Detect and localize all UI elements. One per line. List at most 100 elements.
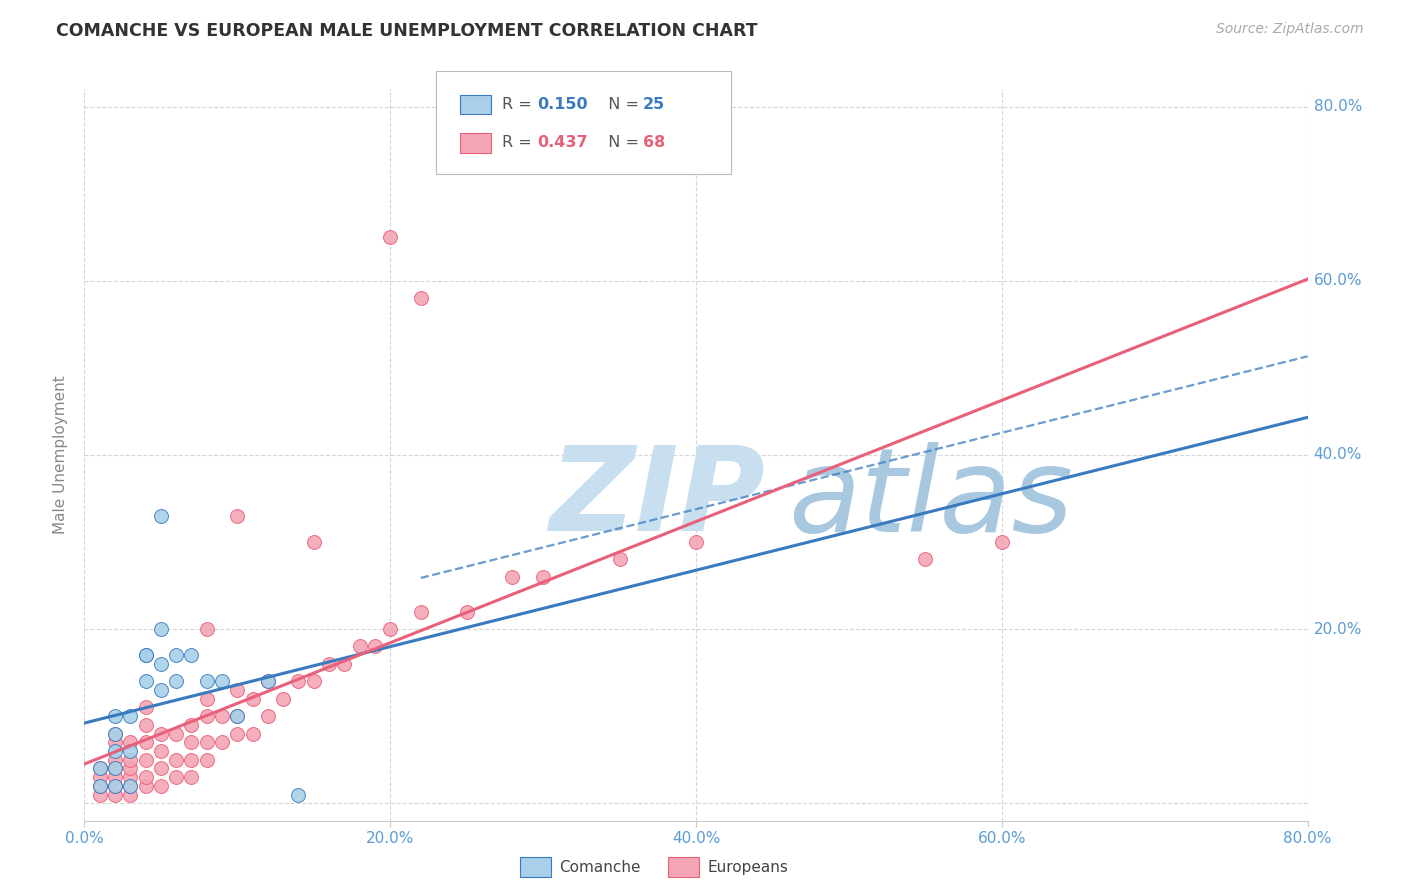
Point <box>104 744 127 758</box>
Point <box>409 605 432 619</box>
Point <box>104 726 127 740</box>
Point <box>89 761 111 775</box>
Point <box>242 691 264 706</box>
Text: 25: 25 <box>643 97 665 112</box>
Point <box>135 648 157 663</box>
Point <box>409 291 432 305</box>
Text: COMANCHE VS EUROPEAN MALE UNEMPLOYMENT CORRELATION CHART: COMANCHE VS EUROPEAN MALE UNEMPLOYMENT C… <box>56 22 758 40</box>
Text: Source: ZipAtlas.com: Source: ZipAtlas.com <box>1216 22 1364 37</box>
Point <box>104 779 127 793</box>
Point <box>333 657 356 671</box>
Point <box>180 753 202 767</box>
Text: R =: R = <box>502 136 537 150</box>
Point <box>180 718 202 732</box>
Point <box>135 735 157 749</box>
Y-axis label: Male Unemployment: Male Unemployment <box>53 376 69 534</box>
Text: R =: R = <box>502 97 537 112</box>
Point <box>195 674 218 689</box>
Point <box>104 770 127 784</box>
Point <box>104 761 127 775</box>
Text: Europeans: Europeans <box>707 860 789 874</box>
Point <box>180 648 202 663</box>
Point <box>380 622 402 636</box>
Point <box>149 744 172 758</box>
Text: 80.0%: 80.0% <box>1313 99 1362 114</box>
Point <box>135 770 157 784</box>
Point <box>135 753 157 767</box>
Text: 0.150: 0.150 <box>537 97 588 112</box>
Point <box>195 709 218 723</box>
Point <box>195 622 218 636</box>
Text: 60.0%: 60.0% <box>1313 273 1362 288</box>
Point <box>104 726 127 740</box>
Text: N =: N = <box>598 136 644 150</box>
Point <box>531 570 554 584</box>
Point <box>149 726 172 740</box>
Point <box>226 726 249 740</box>
Point <box>120 709 142 723</box>
Point <box>165 770 187 784</box>
Point <box>257 674 280 689</box>
Point <box>104 735 127 749</box>
Point <box>89 779 111 793</box>
Text: Comanche: Comanche <box>560 860 641 874</box>
Point <box>120 779 142 793</box>
Point <box>502 570 524 584</box>
Point <box>89 788 111 802</box>
Text: 0.437: 0.437 <box>537 136 588 150</box>
Point <box>120 788 142 802</box>
Point <box>149 761 172 775</box>
Point <box>211 709 233 723</box>
Point <box>120 770 142 784</box>
Point <box>211 674 233 689</box>
Text: 40.0%: 40.0% <box>1313 448 1362 462</box>
Point <box>89 770 111 784</box>
Point <box>226 683 249 698</box>
Point <box>104 761 127 775</box>
Point <box>120 779 142 793</box>
Point <box>180 735 202 749</box>
Point <box>242 726 264 740</box>
Point <box>380 230 402 244</box>
Point <box>195 753 218 767</box>
Text: atlas: atlas <box>787 442 1073 556</box>
Point <box>120 735 142 749</box>
Point <box>195 691 218 706</box>
Point <box>226 709 249 723</box>
Point <box>120 761 142 775</box>
Point <box>135 700 157 714</box>
Point <box>165 726 187 740</box>
Point <box>914 552 936 566</box>
Point <box>104 709 127 723</box>
Text: ZIP: ZIP <box>550 442 765 557</box>
Point <box>120 744 142 758</box>
Point <box>257 709 280 723</box>
Point <box>104 779 127 793</box>
Point <box>364 640 387 654</box>
Point <box>257 674 280 689</box>
Point <box>226 508 249 523</box>
Point <box>104 788 127 802</box>
Point <box>165 648 187 663</box>
Point <box>226 709 249 723</box>
Point <box>149 779 172 793</box>
Point <box>89 779 111 793</box>
Text: 68: 68 <box>643 136 665 150</box>
Point <box>149 683 172 698</box>
Point <box>609 552 631 566</box>
Point <box>349 640 371 654</box>
Point <box>271 691 294 706</box>
Point <box>991 535 1014 549</box>
Point <box>318 657 340 671</box>
Point <box>120 753 142 767</box>
Point <box>211 735 233 749</box>
Point <box>135 674 157 689</box>
Point <box>149 508 172 523</box>
Point <box>149 657 172 671</box>
Text: N =: N = <box>598 97 644 112</box>
Point <box>135 648 157 663</box>
Point <box>287 788 309 802</box>
Point <box>685 535 707 549</box>
Point <box>456 605 478 619</box>
Point <box>149 622 172 636</box>
